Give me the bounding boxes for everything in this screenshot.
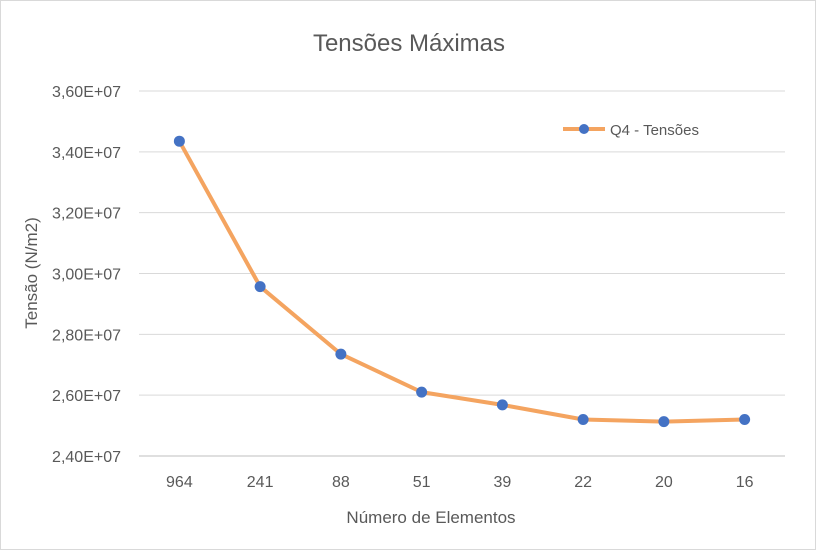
y-tick-label: 3,20E+07: [52, 206, 121, 223]
series-line: [177, 139, 747, 424]
x-tick-label: 241: [247, 474, 274, 491]
data-point: [416, 386, 428, 398]
data-point: [658, 416, 670, 428]
data-point: [577, 414, 589, 425]
x-axis-title: Número de Elementos: [346, 508, 515, 527]
x-tick-label: 39: [493, 474, 511, 491]
x-tick-label: 16: [736, 474, 754, 491]
legend-label: Q4 - Tensões: [610, 122, 699, 139]
x-tick-labels: 964 241 88 51 39 22 20 16: [166, 474, 754, 491]
y-axis-title: Tensão (N/m2): [22, 217, 41, 328]
y-tick-label: 3,60E+07: [52, 84, 121, 101]
y-tick-label: 3,40E+07: [52, 145, 121, 162]
data-point: [496, 399, 508, 411]
x-tick-label: 22: [574, 474, 592, 491]
x-tick-label: 88: [332, 474, 350, 491]
data-point: [739, 414, 751, 425]
x-tick-label: 51: [413, 474, 431, 491]
x-tick-label: 964: [166, 474, 193, 491]
data-point: [173, 135, 185, 147]
data-point: [335, 348, 347, 360]
data-point: [254, 281, 266, 293]
legend: Q4 - Tensões: [563, 122, 699, 139]
y-tick-labels: 2,40E+07 2,60E+07 2,80E+07 3,00E+07 3,20E+07…: [52, 84, 121, 466]
gridlines: [139, 90, 785, 457]
x-tick-label: 20: [655, 474, 673, 491]
chart-title: Tensões Máximas: [313, 30, 505, 57]
y-tick-label: 2,80E+07: [52, 327, 121, 344]
y-tick-label: 3,00E+07: [52, 267, 121, 284]
legend-marker: [579, 124, 589, 134]
y-tick-label: 2,40E+07: [52, 449, 121, 466]
series-group: [173, 135, 751, 428]
y-tick-label: 2,60E+07: [52, 388, 121, 405]
